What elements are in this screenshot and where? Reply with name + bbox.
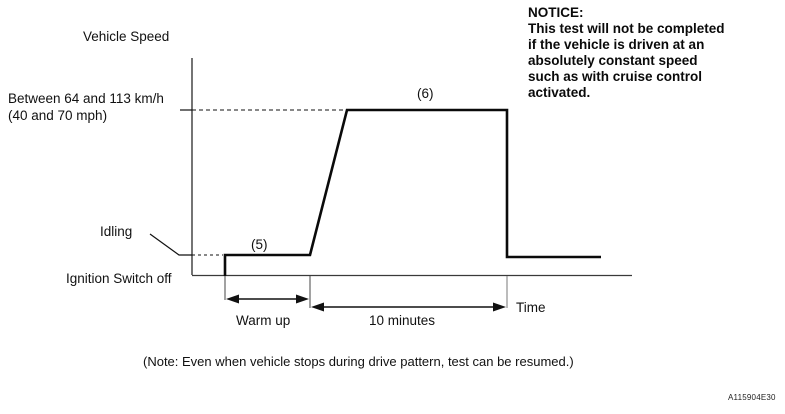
ten-minutes-label: 10 minutes bbox=[369, 313, 436, 328]
y-axis-title: Vehicle Speed bbox=[83, 29, 170, 44]
notice-block: NOTICE: This test will not be completed … bbox=[528, 5, 725, 101]
speed-range-label-line2: (40 and 70 mph) bbox=[8, 108, 108, 123]
warm-up-arrow bbox=[226, 294, 309, 304]
notice-line: such as with cruise control bbox=[528, 69, 703, 84]
arrowhead-left-icon bbox=[226, 294, 239, 304]
step-6-callout: (6) bbox=[417, 86, 434, 101]
ignition-switch-off-label: Ignition Switch off bbox=[66, 271, 172, 286]
time-axis-label: Time bbox=[516, 300, 546, 315]
notice-line: absolutely constant speed bbox=[528, 53, 698, 68]
arrowhead-left-icon bbox=[311, 302, 324, 312]
ten-minutes-arrow bbox=[311, 302, 506, 312]
notice-line: activated. bbox=[528, 85, 591, 100]
idling-leader-line bbox=[149, 233, 192, 256]
notice-line: This test will not be completed bbox=[528, 21, 725, 36]
arrowhead-right-icon bbox=[493, 302, 506, 312]
warm-up-label: Warm up bbox=[236, 313, 291, 328]
drive-pattern-line bbox=[223, 108, 601, 276]
figure-code: A115904E30 bbox=[728, 393, 776, 402]
speed-range-label-line1: Between 64 and 113 km/h bbox=[8, 91, 164, 106]
resume-note: (Note: Even when vehicle stops during dr… bbox=[143, 354, 574, 369]
step-5-callout: (5) bbox=[251, 237, 268, 252]
arrowhead-right-icon bbox=[296, 294, 309, 304]
notice-heading: NOTICE: bbox=[528, 5, 584, 20]
notice-line: if the vehicle is driven at an bbox=[528, 37, 705, 52]
idling-label: Idling bbox=[100, 224, 133, 239]
